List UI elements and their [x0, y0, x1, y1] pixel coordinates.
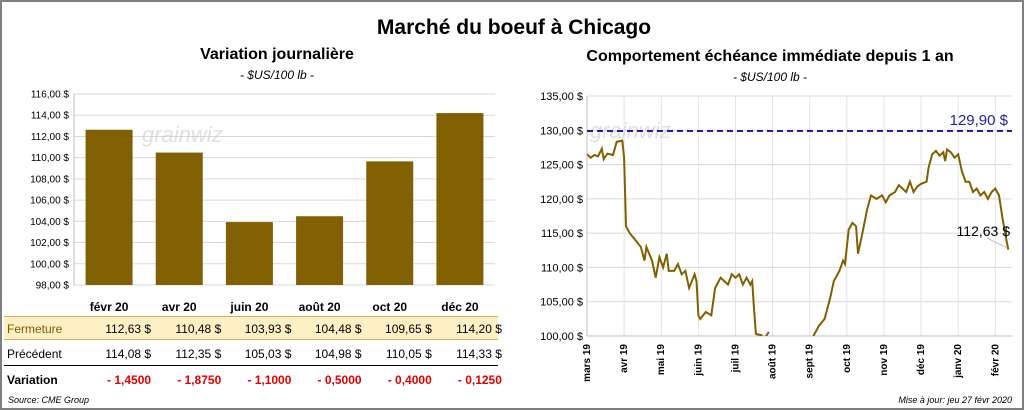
close-row: Fermeture 112,63 $ 110,48 $ 103,93 $ 104,48…: [4, 316, 502, 340]
previous-cell: 110,05 $: [385, 347, 432, 361]
close-cell: 112,63 $: [105, 322, 152, 336]
left-y-tick-label: 116,00 $: [31, 90, 70, 101]
right-x-tick-label: janv 20: [953, 344, 964, 379]
previous-cell: 114,08 $: [105, 347, 152, 361]
bar-avr 20: [155, 152, 203, 285]
right-x-tick-label: févr 20: [990, 344, 1001, 377]
left-x-tick-label: avr 20: [162, 300, 197, 314]
right-chart-title: Comportement échéance immédiate depuis 1…: [586, 48, 954, 65]
bar-oct 20: [366, 161, 414, 285]
variation-row: Variation - 1,4500 - 1,8750 - 1,1000 - 0,50…: [4, 368, 502, 392]
update-note: Mise à jour: jeu 27 févr 2020: [898, 395, 1012, 405]
left-x-tick-label: août 20: [299, 300, 341, 314]
right-x-tick-label: sept 19: [805, 344, 816, 379]
left-y-tick-label: 102,00 $: [30, 238, 69, 249]
right-y-tick-label: 100,00 $: [540, 331, 583, 343]
source-note: Source: CME Group: [8, 395, 90, 405]
bar-juin 20: [225, 222, 273, 285]
previous-cell: 114,33 $: [456, 347, 502, 361]
left-x-tick-label: févr 20: [90, 300, 129, 314]
close-row-label: Fermeture: [7, 322, 63, 336]
page-title: Marché du boeuf à Chicago: [376, 16, 652, 39]
left-y-tick-label: 112,00 $: [31, 132, 70, 143]
reference-line-label: 129,90 $: [950, 112, 1009, 129]
last-value-label: 112,63 $: [957, 223, 1011, 239]
close-cell: 110,48 $: [175, 322, 222, 336]
right-chart-subtitle: - $US/100 lb -: [732, 70, 808, 84]
left-y-tick-label: 98,00 $: [36, 281, 70, 292]
right-y-tick-label: 110,00 $: [541, 262, 583, 274]
right-x-tick-label: déc 19: [916, 344, 927, 376]
close-cell: 114,20 $: [456, 322, 502, 336]
previous-row: Précédent 114,08 $ 112,35 $ 105,03 $ 104,98…: [4, 342, 502, 366]
left-y-tick-label: 114,00 $: [31, 111, 70, 122]
bar-déc 20: [436, 113, 484, 285]
right-y-tick-label: 130,00 $: [540, 125, 583, 137]
bar-août 20: [296, 216, 344, 285]
right-y-tick-label: 125,00 $: [540, 160, 583, 172]
left-y-tick-label: 110,00 $: [31, 153, 70, 164]
variation-cell: - 1,4500: [107, 373, 152, 387]
right-x-tick-label: nov 19: [879, 344, 890, 376]
variation-cell: - 1,8750: [177, 373, 222, 387]
right-x-tick-label: mai 19: [656, 344, 667, 376]
right-x-tick-label: juil 19: [730, 344, 741, 374]
variation-cell: - 0,4000: [387, 373, 432, 387]
left-chart-subtitle: - $US/100 lb -: [239, 68, 315, 82]
previous-cell: 104,98 $: [314, 347, 362, 361]
left-x-tick-label: juin 20: [229, 300, 268, 314]
variation-cell: - 0,1250: [457, 373, 502, 387]
left-y-tick-label: 104,00 $: [30, 217, 69, 228]
right-y-tick-label: 135,00 $: [540, 91, 583, 103]
variation-cell: - 1,1000: [247, 373, 292, 387]
left-chart-title: Variation journalière: [200, 46, 354, 63]
right-x-tick-label: mars 19: [582, 344, 593, 382]
left-watermark: grainwiz: [142, 122, 223, 147]
right-x-tick-label: juin 19: [693, 344, 704, 377]
close-cell: 109,65 $: [385, 322, 432, 336]
previous-row-label: Précédent: [7, 347, 62, 361]
left-y-tick-label: 100,00 $: [30, 259, 69, 270]
price-line-segment-1: [587, 139, 770, 336]
right-x-tick-label: avr 19: [619, 344, 630, 373]
variation-row-label: Variation: [7, 373, 58, 387]
right-y-tick-label: 105,00 $: [540, 297, 583, 309]
right-x-tick-label: août 19: [768, 344, 779, 379]
right-y-tick-label: 120,00 $: [540, 194, 583, 206]
right-x-tick-label: oct 19: [842, 344, 853, 373]
previous-cell: 105,03 $: [244, 347, 292, 361]
previous-cell: 112,35 $: [175, 347, 222, 361]
last-value-leader: [986, 237, 1007, 249]
left-y-tick-label: 106,00 $: [30, 196, 69, 207]
price-line-segment-2: [812, 147, 1010, 336]
left-x-tick-label: oct 20: [372, 300, 407, 314]
right-y-tick-label: 115,00 $: [541, 228, 583, 240]
bar-févr 20: [85, 129, 133, 285]
left-x-tick-label: déc 20: [441, 300, 479, 314]
close-cell: 103,93 $: [244, 322, 292, 336]
close-cell: 104,48 $: [314, 322, 362, 336]
variation-cell: - 0,5000: [317, 373, 362, 387]
left-y-tick-label: 108,00 $: [30, 174, 69, 185]
